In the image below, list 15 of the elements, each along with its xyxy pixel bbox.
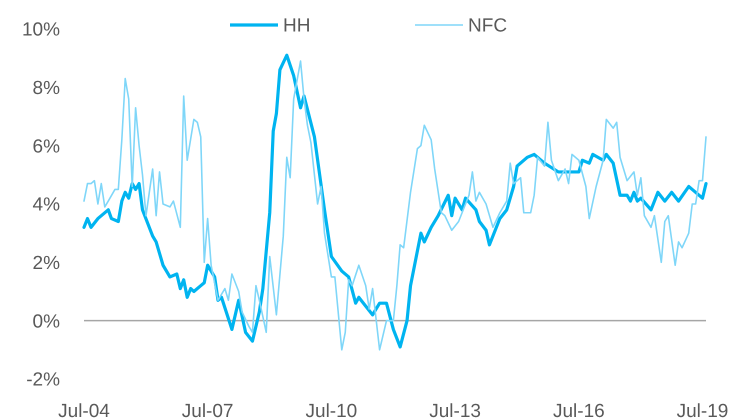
y-tick-label: 4% [32,194,60,216]
y-tick-label: -2% [26,370,60,391]
x-tick-label: Jul-16 [552,401,605,419]
legend-label: NFC [468,16,508,37]
y-tick-label: 10% [22,20,60,41]
x-tick-label: Jul-19 [676,401,728,419]
y-tick-label: 2% [32,252,60,274]
y-tick-label: 8% [32,78,60,99]
y-tick-label: 0% [32,311,60,332]
x-tick-label: Jul-04 [58,401,110,419]
x-tick-label: Jul-13 [429,401,481,419]
y-tick-label: 6% [32,136,60,158]
legend-label: HH [283,16,310,37]
x-tick-label: Jul-07 [182,401,234,419]
x-tick-label: Jul-10 [306,401,358,419]
